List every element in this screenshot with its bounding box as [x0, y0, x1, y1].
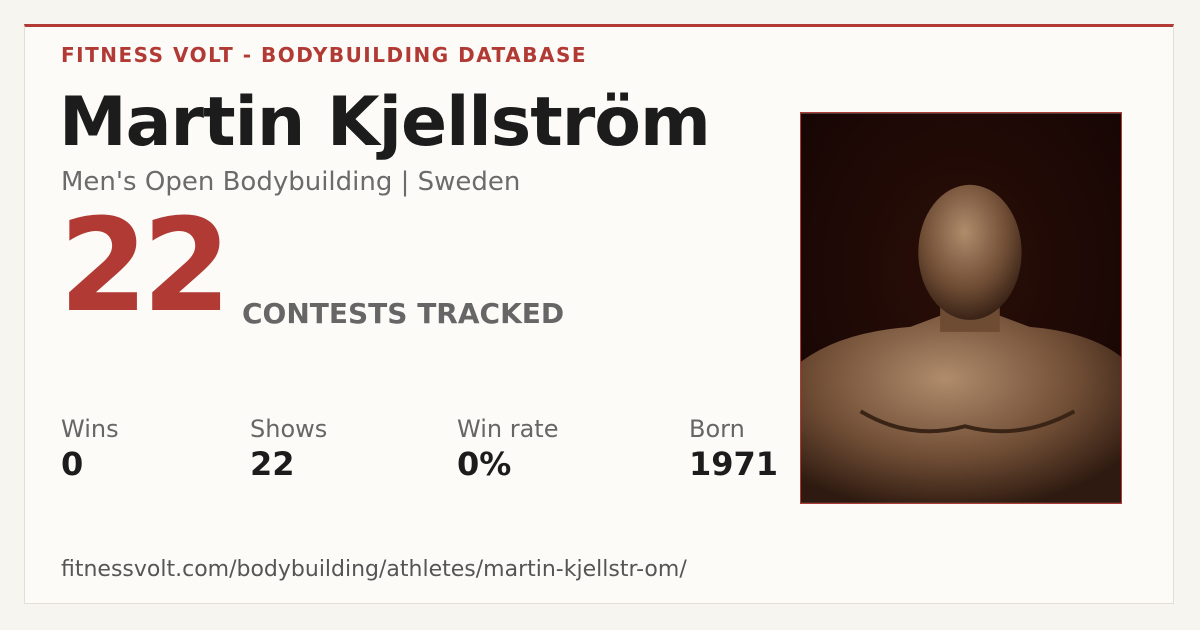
athlete-subtitle: Men's Open Bodybuilding | Sweden — [61, 167, 521, 197]
contest-label: CONTESTS TRACKED — [242, 297, 565, 330]
photo-chest-line — [859, 409, 1076, 434]
profile-url: fitnessvolt.com/bodybuilding/athletes/ma… — [61, 557, 687, 582]
stat-value: 0 — [61, 445, 84, 483]
brand: FITNESS VOLT - BODYBUILDING DATABASE — [61, 43, 588, 67]
stat-value: 0% — [457, 445, 512, 483]
athlete-photo — [800, 112, 1122, 504]
stat-label: Wins — [61, 415, 119, 443]
stat-label: Born — [689, 415, 745, 443]
contest-count: 22 — [59, 192, 231, 341]
stat-value: 1971 — [689, 445, 779, 483]
card: FITNESS VOLT - BODYBUILDING DATABASE Mar… — [24, 24, 1174, 604]
athlete-name: Martin Kjellström — [59, 83, 711, 162]
stat-label: Win rate — [457, 415, 559, 443]
stat-label: Shows — [250, 415, 328, 443]
stat-value: 22 — [250, 445, 295, 483]
photo-head — [918, 184, 1022, 320]
photo-torso — [801, 311, 1121, 503]
